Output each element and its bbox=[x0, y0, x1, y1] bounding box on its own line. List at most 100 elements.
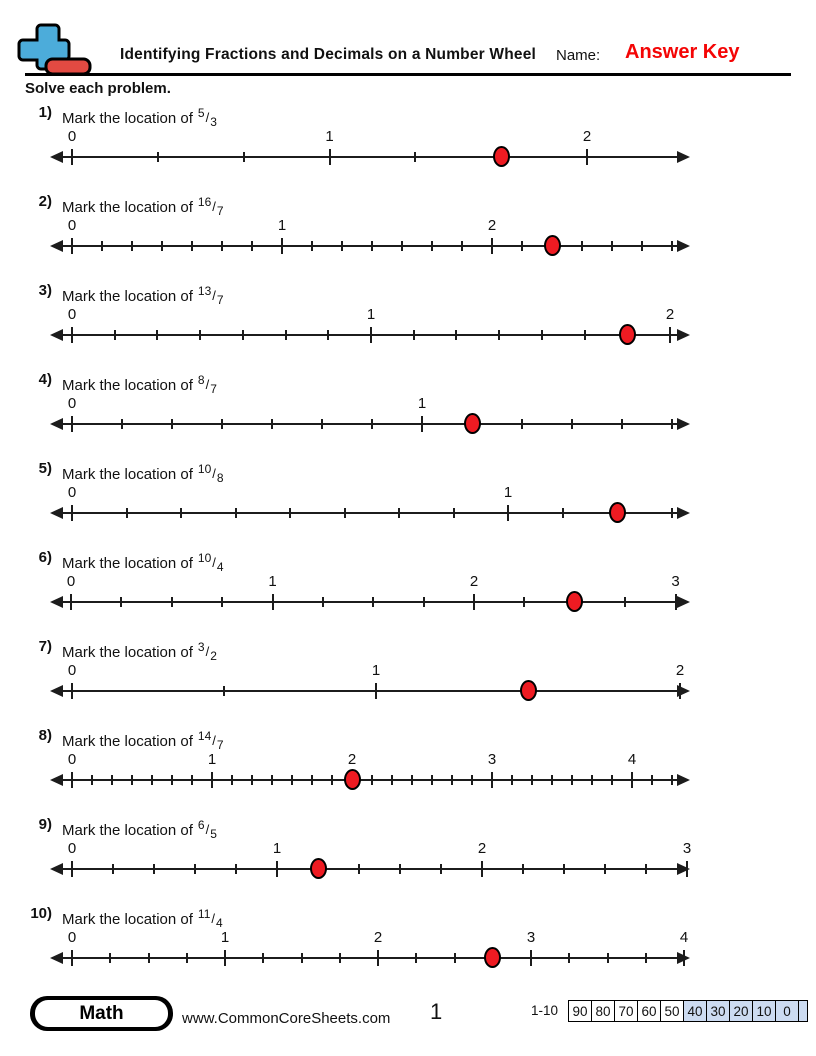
score-cell: 10 bbox=[753, 1000, 776, 1022]
tick-mark bbox=[271, 775, 273, 785]
fraction-numerator: 8 bbox=[197, 373, 205, 387]
tick-mark bbox=[251, 241, 253, 251]
tick-mark bbox=[481, 861, 483, 877]
tick-mark bbox=[311, 775, 313, 785]
left-arrow-icon bbox=[50, 506, 63, 519]
tick-mark bbox=[321, 597, 324, 607]
fraction-numerator: 13 bbox=[197, 284, 212, 298]
number-line: 0 1 2 3 bbox=[0, 569, 816, 629]
tick-mark bbox=[669, 327, 671, 343]
fraction-numerator: 3 bbox=[197, 640, 205, 654]
score-cell: 60 bbox=[638, 1000, 661, 1022]
number-line-label: 1 bbox=[366, 306, 376, 323]
tick-mark bbox=[341, 241, 343, 251]
tick-mark bbox=[461, 241, 463, 251]
number-line-label: 2 bbox=[675, 662, 685, 679]
tick-mark bbox=[561, 508, 564, 518]
tick-mark bbox=[151, 775, 153, 785]
tick-mark bbox=[321, 419, 323, 429]
problem-prompt: Mark the location of 16/7 bbox=[62, 195, 224, 218]
tick-mark bbox=[71, 683, 73, 699]
left-arrow-icon bbox=[50, 150, 63, 163]
tick-mark bbox=[300, 953, 303, 963]
fraction-denominator: 5 bbox=[210, 827, 217, 841]
tick-mark bbox=[586, 149, 588, 165]
number-line: 0 1 2 3 bbox=[0, 836, 816, 896]
fraction-slash: / bbox=[205, 644, 210, 659]
answer-key-text: Answer Key bbox=[625, 41, 740, 63]
answer-dot bbox=[608, 502, 626, 523]
prompt-text: Mark the location of bbox=[62, 644, 193, 661]
fraction-numerator: 5 bbox=[197, 106, 205, 120]
fraction-slash: / bbox=[212, 466, 216, 481]
score-cell: 0 bbox=[776, 1000, 799, 1022]
score-cell: 70 bbox=[615, 1000, 638, 1022]
tick-mark bbox=[498, 330, 501, 340]
tick-mark bbox=[421, 416, 423, 432]
fraction-denominator: 8 bbox=[216, 471, 224, 485]
number-line-label: 0 bbox=[67, 128, 77, 145]
number-line-label: 3 bbox=[682, 840, 692, 857]
instructions-text: Solve each problem. bbox=[25, 80, 171, 97]
number-line: 0 1 2 3 4 bbox=[0, 747, 816, 807]
prompt-text: Mark the location of bbox=[62, 466, 193, 483]
fraction-slash: / bbox=[212, 199, 216, 214]
problem-number: 6) bbox=[38, 549, 52, 566]
problem-number: 10) bbox=[30, 905, 52, 922]
left-arrow-icon bbox=[50, 239, 63, 252]
number-line-label: 0 bbox=[67, 306, 77, 323]
problem-number: 7) bbox=[38, 638, 52, 655]
number-line-label: 0 bbox=[67, 484, 77, 501]
tick-mark bbox=[271, 419, 273, 429]
number-line-label: 1 bbox=[272, 840, 282, 857]
answer-dot bbox=[492, 146, 510, 167]
tick-mark bbox=[91, 775, 93, 785]
number-line-label: 3 bbox=[526, 929, 536, 946]
tick-mark bbox=[224, 950, 226, 966]
problem-number: 8) bbox=[38, 727, 52, 744]
tick-mark bbox=[170, 597, 173, 607]
tick-mark bbox=[412, 330, 415, 340]
fraction-numerator: 10 bbox=[197, 551, 212, 565]
tick-mark bbox=[311, 241, 313, 251]
right-arrow-icon bbox=[677, 595, 690, 608]
number-line-axis bbox=[54, 779, 682, 781]
tick-mark bbox=[241, 330, 244, 340]
prompt-text: Mark the location of bbox=[62, 199, 193, 216]
tick-mark bbox=[414, 152, 417, 162]
left-arrow-icon bbox=[50, 951, 63, 964]
right-arrow-icon bbox=[677, 239, 690, 252]
tick-mark bbox=[540, 330, 543, 340]
tick-mark bbox=[671, 775, 673, 785]
fraction: 11/4 bbox=[198, 907, 223, 930]
fraction: 10/8 bbox=[198, 462, 224, 485]
tick-mark bbox=[71, 772, 73, 788]
problem-prompt: Mark the location of 11/4 bbox=[62, 907, 223, 930]
problem-prompt: Mark the location of 5/3 bbox=[62, 106, 217, 129]
tick-mark bbox=[271, 594, 274, 610]
number-line-axis bbox=[54, 957, 682, 959]
number-line-label: 1 bbox=[220, 929, 230, 946]
tick-mark bbox=[223, 686, 225, 696]
tick-mark bbox=[101, 241, 103, 251]
tick-mark bbox=[473, 594, 475, 610]
score-range-label: 1-10 bbox=[531, 1003, 559, 1018]
score-cell: 50 bbox=[661, 1000, 684, 1022]
answer-dot bbox=[309, 858, 327, 879]
tick-mark bbox=[611, 775, 613, 785]
tick-mark bbox=[391, 775, 393, 785]
number-line: 0 1 2 bbox=[0, 213, 816, 273]
number-line: 0 1 2 bbox=[0, 124, 816, 184]
score-cell: 40 bbox=[684, 1000, 707, 1022]
problem-block: 6) Mark the location of 10/4 0 1 2 3 bbox=[0, 545, 816, 634]
left-arrow-icon bbox=[50, 684, 63, 697]
tick-mark bbox=[431, 241, 433, 251]
problem-block: 8) Mark the location of 14/7 0 1 2 3 4 bbox=[0, 723, 816, 812]
tick-mark bbox=[131, 775, 133, 785]
fraction: 5/3 bbox=[198, 106, 217, 129]
tick-mark bbox=[624, 597, 627, 607]
tick-mark bbox=[231, 775, 233, 785]
fraction-numerator: 11 bbox=[197, 907, 211, 921]
tick-mark bbox=[671, 241, 673, 251]
